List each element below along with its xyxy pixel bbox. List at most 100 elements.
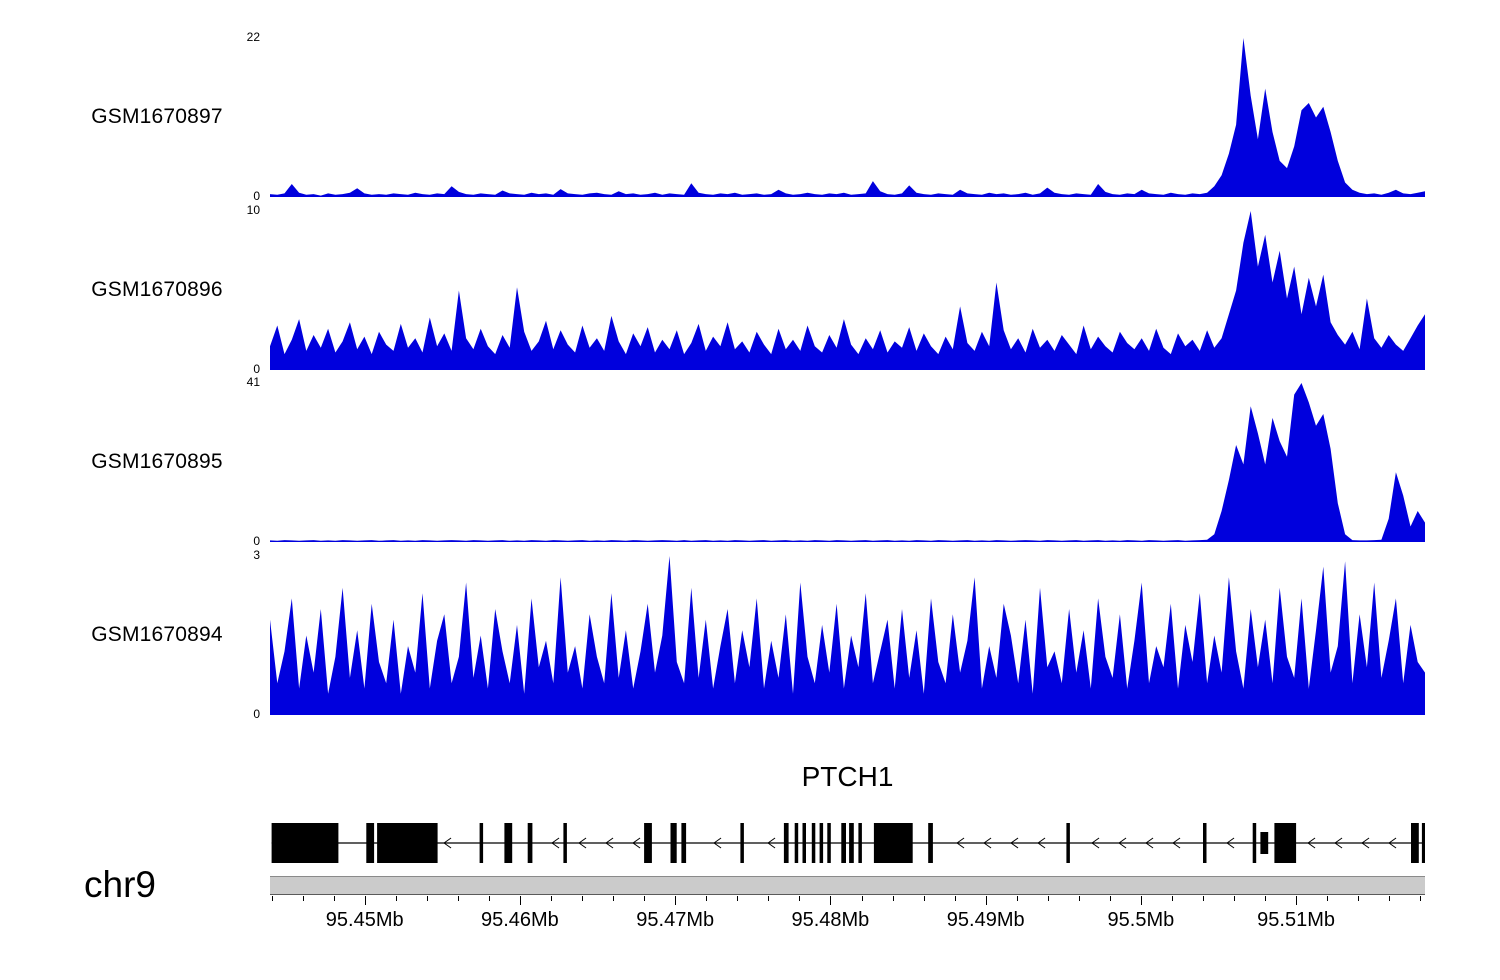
gene-model-track (271, 823, 1425, 863)
y-axis-max-label: 10 (246, 203, 260, 217)
gene-exon (740, 823, 744, 863)
gene-exon (1252, 823, 1257, 863)
strand-arrow-icon (1037, 837, 1046, 849)
axis-minor-tick (1078, 896, 1080, 901)
strand-arrow-icon (443, 837, 452, 849)
axis-minor-tick (1203, 896, 1204, 901)
axis-minor-tick (1420, 896, 1422, 901)
chromosome-name-label: chr9 (84, 864, 156, 905)
axis-tick-label: 95.51Mb (1257, 909, 1336, 931)
track-name-label: GSM1670897 (91, 105, 223, 128)
strand-arrow-icon (713, 837, 722, 849)
axis-minor-tick (551, 896, 552, 901)
coverage-polygon (270, 556, 1425, 715)
axis-minor-tick (1358, 896, 1360, 901)
strand-arrow-icon (632, 837, 641, 849)
coverage-area-plot (270, 383, 1425, 542)
axis-minor-tick (954, 896, 956, 901)
coverage-polygon (270, 38, 1425, 197)
gene-exon (670, 823, 677, 863)
gene-exon (928, 823, 933, 863)
strand-arrow-icon (956, 837, 965, 849)
strand-arrow-icon (605, 837, 614, 849)
coverage-area-plot (270, 556, 1425, 715)
axis-minor-tick (457, 896, 459, 901)
gene-exon (1421, 823, 1425, 863)
coverage-area-plot (270, 38, 1425, 197)
axis-minor-tick (1389, 896, 1391, 901)
gene-exon (841, 823, 846, 863)
gene-exon (681, 823, 687, 863)
axis-major-tick (1296, 896, 1298, 905)
axis-minor-tick (426, 896, 428, 901)
coverage-track-row-1: GSM1670897 22 0 (0, 30, 1500, 203)
gene-exon (794, 823, 799, 863)
y-axis-max-label: 22 (246, 30, 260, 44)
axis-minor-tick (333, 896, 335, 901)
axis-tick-label: 95.48Mb (791, 909, 870, 931)
gene-exon (1066, 823, 1070, 863)
gene-exon (1260, 832, 1269, 854)
strand-arrow-icon (1388, 837, 1397, 849)
gene-exon (1411, 823, 1419, 863)
gene-name-label: PTCH1 (801, 761, 894, 792)
gene-exon (271, 823, 339, 863)
gene-exon (1203, 823, 1207, 863)
coverage-track-row-2: GSM1670896 10 0 (0, 203, 1500, 376)
strand-arrow-icon (1091, 837, 1100, 849)
gene-exon (873, 823, 913, 863)
gene-exon (644, 823, 652, 863)
gene-exon (504, 823, 513, 863)
axis-major-tick (519, 896, 521, 905)
strand-arrow-icon (1334, 837, 1343, 849)
gene-exon (366, 823, 375, 863)
strand-arrow-icon (1361, 837, 1370, 849)
y-axis-zero-label: 0 (253, 189, 260, 203)
track-name-label: GSM1670896 (91, 278, 223, 301)
axis-tick-label: 95.45Mb (325, 909, 404, 931)
gene-exon (563, 823, 567, 863)
strand-arrow-icon (1010, 837, 1019, 849)
axis-minor-tick (1016, 896, 1018, 901)
gene-exon (827, 823, 831, 863)
axis-minor-tick (923, 896, 925, 901)
strand-arrow-icon (767, 837, 776, 849)
axis-minor-tick (1109, 896, 1111, 901)
axis-minor-tick (799, 896, 801, 901)
axis-minor-tick (1327, 896, 1329, 901)
axis-tick-label: 95.5Mb (1107, 909, 1175, 931)
axis-major-tick (830, 896, 832, 905)
y-axis-max-label: 41 (246, 375, 260, 389)
axis-tick-label: 95.47Mb (636, 909, 715, 931)
coverage-polygon (270, 211, 1425, 370)
strand-arrow-icon (578, 837, 587, 849)
axis-minor-tick (1234, 896, 1236, 901)
strand-arrow-icon (1118, 837, 1127, 849)
axis-major-tick (364, 896, 366, 905)
gene-exon (819, 823, 824, 863)
chromosome-axis: 95.45Mb 95.46Mb 95.47Mb 95.48Mb 95.49Mb 95.5M… (270, 876, 1425, 951)
track-name-label: GSM1670894 (91, 623, 223, 646)
strand-arrow-icon (1307, 837, 1316, 849)
axis-minor-tick (737, 896, 739, 901)
y-axis-zero-label: 0 (253, 534, 260, 548)
axis-minor-tick (613, 896, 615, 901)
gene-exon (802, 823, 806, 863)
gene-exon (1274, 823, 1297, 863)
axis-minor-tick (644, 896, 646, 901)
axis-minor-tick (768, 896, 770, 901)
axis-major-tick (985, 896, 987, 905)
gene-exon (811, 823, 816, 863)
strand-arrow-icon (1226, 837, 1235, 849)
coverage-polygon (270, 383, 1425, 542)
coverage-area-plot (270, 211, 1425, 370)
axis-minor-tick (395, 896, 397, 901)
axis-minor-tick (1265, 896, 1267, 901)
axis-tick-label: 95.49Mb (946, 909, 1025, 931)
gene-exon (479, 823, 484, 863)
axis-major-tick (675, 896, 677, 905)
gene-exon (849, 823, 854, 863)
axis-tick-label: 95.46Mb (480, 909, 559, 931)
gene-exon (377, 823, 438, 863)
